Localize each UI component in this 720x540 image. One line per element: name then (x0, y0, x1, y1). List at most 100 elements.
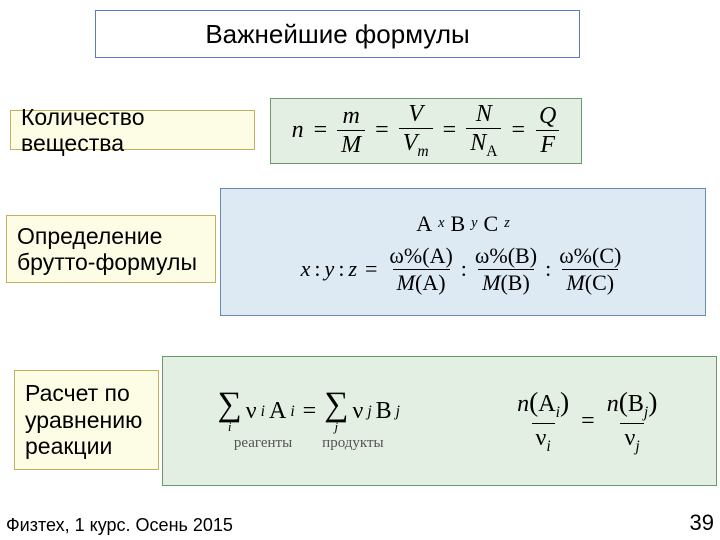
B: B (508, 270, 523, 295)
B: B (628, 391, 644, 417)
sym-B: B (450, 211, 465, 237)
omega: ω% (475, 243, 508, 268)
numerator: n(Bj) (603, 388, 662, 422)
numerator: Q (535, 104, 560, 130)
omega: ω% (389, 243, 422, 268)
frac-omegaB-over-MB: ω%(B) M(B) (471, 245, 541, 294)
page-title: Важнейшие формулы (205, 19, 469, 50)
numerator: N (472, 102, 496, 128)
A: A (422, 270, 438, 295)
sub-i: i (290, 403, 294, 421)
sum-row: ∑ i νiAi = ∑ j νjBj (218, 390, 401, 432)
brutto-header: AxByCz (416, 211, 510, 237)
label-reaction-calc: Расчет по уравнению реакции (14, 370, 159, 470)
frac-V-over-Vm: V Vm (399, 102, 433, 159)
sub-i: i (546, 437, 550, 454)
sym-C: C (484, 211, 499, 237)
colon: : (314, 256, 320, 282)
denominator: νi (532, 423, 555, 454)
sum-labels: реагенты продукты (234, 435, 384, 452)
label-amount-of-substance: Количество вещества (10, 110, 255, 150)
colon: : (545, 256, 551, 282)
equals-sign: = (577, 408, 599, 435)
denominator: M (337, 130, 365, 157)
label-line1: Определение (17, 223, 162, 249)
denominator: F (536, 130, 559, 157)
equals-sign: = (507, 117, 529, 144)
sigma-icon: ∑ (324, 390, 348, 421)
title-box: Важнейшие формулы (95, 10, 580, 58)
formula-amount-of-substance: n = m M = V Vm = N NA = Q F (270, 98, 582, 164)
frac-Q-over-F: Q F (535, 104, 560, 157)
frac-nBj-over-nuj: n(Bj) νj (603, 388, 662, 454)
denominator: νj (620, 423, 643, 454)
denominator: Vm (399, 128, 433, 159)
sub-x: x (438, 215, 444, 232)
formula3-math: ∑ i νiAi = ∑ j νjBj реагенты продукты n(… (163, 388, 716, 454)
A: A (430, 243, 446, 268)
var-z: z (348, 256, 357, 282)
C: C (599, 243, 614, 268)
equals-sign: = (361, 256, 381, 282)
sub-y: y (471, 215, 477, 232)
equals-sign: = (299, 398, 321, 425)
label-line2: брутто-формулы (17, 249, 197, 275)
label-line2: уравнению (25, 407, 142, 433)
frac-nAi-over-nui: n(Ai) νi (513, 388, 573, 454)
var-n: n (292, 117, 304, 144)
frac-omegaA-over-MA: ω%(A) M(A) (385, 245, 456, 294)
sym: N (470, 130, 486, 156)
nu: ν (624, 425, 635, 451)
stoich-ratio: n(Ai) νi = n(Bj) νj (513, 388, 661, 454)
subscript: m (417, 143, 428, 160)
M: M (566, 270, 584, 295)
B: B (515, 243, 530, 268)
B: B (376, 398, 392, 425)
sub-z: z (504, 215, 510, 232)
formula-reaction: ∑ i νiAi = ∑ j νjBj реагенты продукты n(… (162, 356, 717, 486)
frac-omegaC-over-MC: ω%(C) M(C) (555, 245, 625, 294)
formula1-math: n = m M = V Vm = N NA = Q F (292, 102, 561, 159)
label-reagents: реагенты (234, 435, 292, 452)
equals-sign: = (310, 117, 332, 144)
numerator: n(Ai) (513, 388, 573, 422)
A: A (269, 398, 286, 425)
numerator: ω%(A) (385, 245, 456, 269)
n: n (607, 391, 619, 417)
M: M (482, 270, 500, 295)
frac-m-over-M: m M (337, 104, 365, 157)
numerator: ω%(C) (555, 245, 625, 269)
sub-j: j (367, 403, 371, 421)
denominator: M(C) (562, 269, 618, 294)
formula-brutto: AxByCz x : y : z = ω%(A) M(A) : ω%(B) M(… (220, 188, 706, 316)
colon: : (338, 256, 344, 282)
nu: ν (536, 425, 547, 451)
denominator: M(A) (393, 269, 450, 294)
denominator: M(B) (478, 269, 534, 294)
equals-sign: = (439, 117, 461, 144)
sym: V (403, 130, 418, 156)
denominator: NA (466, 128, 501, 159)
colon: : (461, 256, 467, 282)
equals-sign: = (371, 117, 393, 144)
C: C (592, 270, 607, 295)
sum-j: ∑ j (324, 390, 348, 432)
label-line3: реакции (25, 433, 112, 459)
numerator: V (404, 102, 427, 128)
subscript: A (486, 143, 497, 160)
label-text: Количество вещества (21, 104, 244, 157)
A: A (538, 391, 555, 417)
numerator: ω%(B) (471, 245, 541, 269)
omega: ω% (559, 243, 592, 268)
page-number: 39 (690, 510, 714, 536)
sub-i: i (261, 403, 265, 421)
var-x: x (301, 256, 311, 282)
sum-i: ∑ i (218, 390, 242, 432)
sub-j: j (635, 437, 639, 454)
sym-A: A (416, 211, 432, 237)
brutto-ratio: x : y : z = ω%(A) M(A) : ω%(B) M(B) : ω%… (301, 245, 626, 294)
label-brutto-formula: Определение брутто-формулы (6, 215, 216, 283)
footer-text: Физтех, 1 курс. Осень 2015 (6, 515, 233, 536)
numerator: m (339, 104, 364, 130)
sum-equation: ∑ i νiAi = ∑ j νjBj реагенты продукты (218, 390, 401, 451)
